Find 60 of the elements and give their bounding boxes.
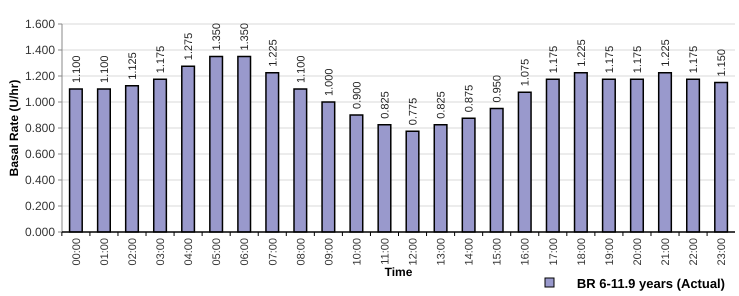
x-tick-label: 03:00 [155,238,168,266]
data-label: 1.175 [155,46,168,74]
x-tick-label: 04:00 [183,238,196,266]
x-tick-label: 06:00 [239,238,252,266]
data-label: 1.075 [520,58,532,86]
x-tick-label: 14:00 [464,238,476,266]
data-label: 1.100 [98,55,111,83]
y-tick-label: 0.000 [24,225,56,240]
x-tick-label: 18:00 [576,238,588,266]
x-axis-title: Time [384,265,413,279]
x-tick-label: 21:00 [660,238,672,266]
x-tick-label: 12:00 [408,238,420,266]
y-tick-label: 0.400 [24,173,56,188]
y-tick-label: 1.000 [24,95,56,110]
x-tick-label: 07:00 [267,238,280,266]
data-label: 1.100 [295,55,308,83]
data-label: 1.125 [126,52,139,80]
data-label: 1.100 [70,55,83,83]
data-label: 0.775 [408,98,420,126]
data-label: 1.175 [688,46,700,74]
x-tick-label: 19:00 [604,238,616,266]
x-tick-label: 15:00 [492,238,504,266]
data-label: 0.900 [351,81,364,109]
y-axis-title: Basal Rate (U/hr) [7,80,21,176]
y-tick-label: 1.200 [24,69,56,84]
y-tick-label: 0.600 [24,147,56,162]
x-tick-label: 22:00 [688,238,700,266]
data-label: 1.225 [576,39,588,67]
x-tick-label: 08:00 [295,238,308,266]
x-tick-label: 17:00 [548,238,560,266]
x-tick-label: 01:00 [98,238,111,266]
y-tick-label: 0.800 [24,121,56,136]
x-tick-label: 16:00 [520,238,532,266]
x-tick-label: 00:00 [70,238,83,266]
x-tick-label: 13:00 [436,238,448,266]
data-label: 1.225 [267,39,280,67]
x-tick-label: 02:00 [126,238,139,266]
data-label: 1.350 [239,22,252,50]
legend-label: BR 6-11.9 years (Actual) [576,276,725,291]
data-label: 1.150 [716,48,728,76]
data-label: 1.275 [183,32,196,60]
x-tick-label: 05:00 [211,238,224,266]
x-tick-label: 10:00 [351,238,364,266]
x-tick-label: 11:00 [379,238,392,265]
data-label: 1.225 [660,39,672,67]
data-label: 1.000 [323,68,336,96]
data-label: 1.175 [604,46,616,74]
data-label: 1.350 [211,22,224,50]
data-label: 1.175 [548,46,560,74]
x-tick-label: 09:00 [323,238,336,266]
x-tick-label: 23:00 [716,238,728,266]
x-tick-label: 20:00 [632,238,644,266]
data-label: 0.875 [464,84,476,112]
y-tick-label: 0.200 [24,199,56,214]
data-label: 0.950 [492,74,504,102]
data-label: 0.825 [436,91,448,119]
data-label: 1.175 [632,46,644,74]
data-label: 0.825 [379,91,392,119]
y-tick-label: 1.400 [24,43,56,58]
y-tick-label: 1.600 [24,17,56,32]
